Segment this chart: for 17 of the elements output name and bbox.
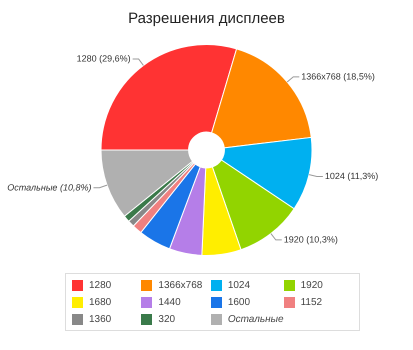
legend-label: 1024 (228, 280, 250, 290)
legend-label: 1360 (89, 314, 112, 324)
legend-label: 1280 (89, 280, 112, 290)
legend-label: 1920 (300, 280, 323, 290)
legend-label: 320 (158, 314, 176, 324)
data-label: 1024 (11,3%) (324, 170, 378, 181)
data-label: 1366x768 (18,5%) (301, 71, 375, 82)
legend-label: 1440 (158, 296, 181, 308)
legend-label: 1600 (228, 296, 250, 308)
data-label: 1920 (10,3%) (284, 234, 338, 244)
legend-label: 1366x768 (158, 280, 202, 290)
chart-title: Разрешения дисплеев (127, 10, 286, 27)
legend-label: 1152 (300, 296, 322, 308)
legend-label: 1680 (89, 296, 112, 308)
data-label: Остальные (10,8%) (7, 182, 92, 192)
legend-label: Остальные (228, 314, 284, 324)
data-label: 1280 (29,6%) (76, 54, 131, 64)
